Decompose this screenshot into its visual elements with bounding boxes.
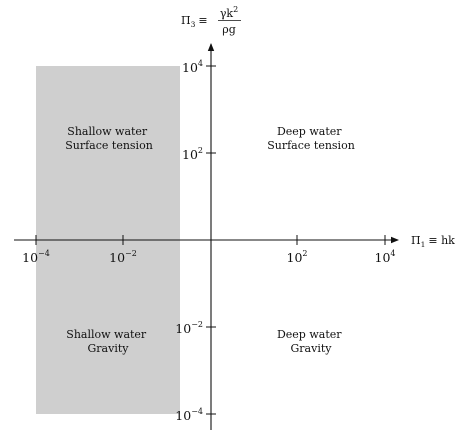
x-tick-label-4: 104 bbox=[375, 249, 396, 265]
y-axis-label: Π3 ≡ γk2 ρg bbox=[181, 5, 241, 36]
y-axis-label-denominator: ρg bbox=[222, 23, 236, 36]
region-shallow-gravity: Shallow water Gravity bbox=[66, 328, 149, 355]
x-tick-label-1: 10−4 bbox=[22, 249, 50, 265]
x-axis-label: Π1 ≡ hk bbox=[411, 234, 455, 249]
region-shallow-surface-tension: Shallow water Surface tension bbox=[65, 125, 153, 152]
x-tick-label-3: 102 bbox=[287, 249, 308, 265]
region-deep-gravity: Deep water Gravity bbox=[277, 328, 345, 355]
region-deep-surface-tension: Deep water Surface tension bbox=[267, 125, 355, 152]
y-tick-label-2: 102 bbox=[182, 146, 203, 162]
y-tick-label-3: 10−2 bbox=[175, 320, 203, 336]
y-tick-label-4: 10−4 bbox=[175, 407, 203, 423]
x-tick-label-2: 10−2 bbox=[109, 249, 137, 265]
y-axis-label-numerator: γk2 bbox=[220, 5, 238, 20]
y-tick-label-1: 104 bbox=[182, 59, 203, 75]
y-axis-label-lhs: Π3 ≡ bbox=[181, 14, 208, 29]
